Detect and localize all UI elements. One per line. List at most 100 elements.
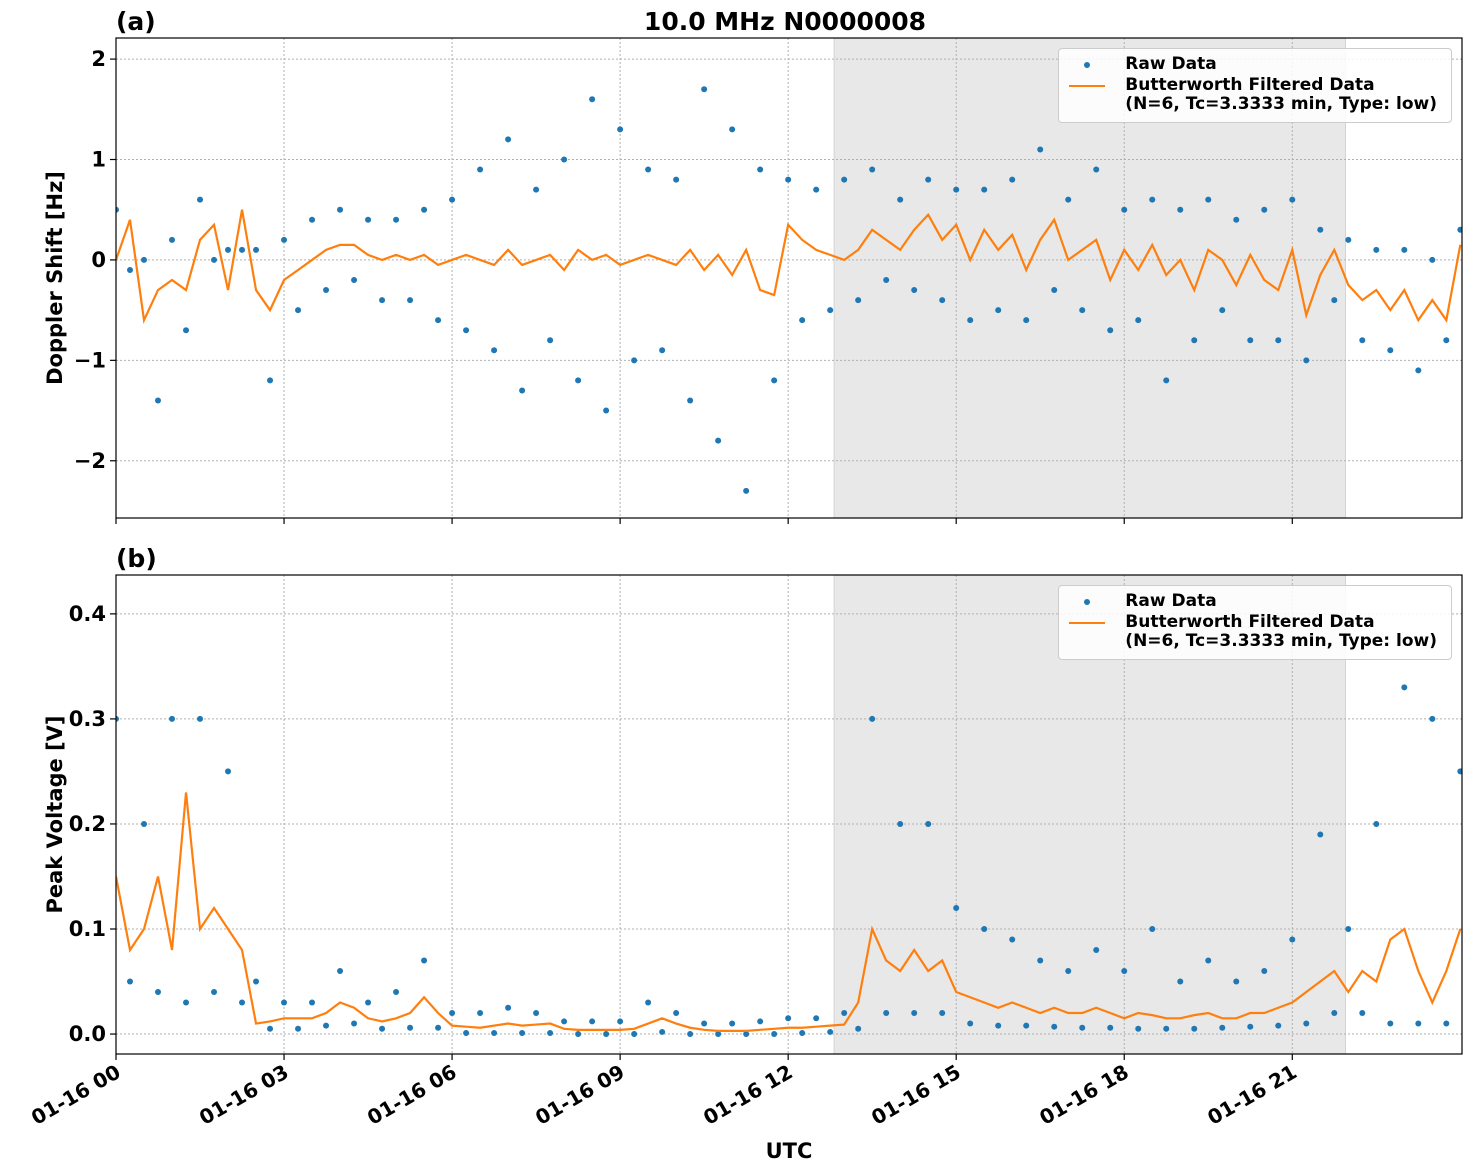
raw-point — [575, 377, 582, 384]
raw-point — [827, 307, 834, 314]
y-tick-label: 0.4 — [69, 602, 106, 626]
raw-point — [1121, 206, 1128, 213]
raw-point — [169, 715, 176, 722]
legend-label: Raw Data — [1125, 54, 1217, 74]
raw-point — [141, 820, 148, 827]
raw-point — [116, 715, 119, 722]
x-tick-label: 01-16 21 — [1203, 1060, 1301, 1130]
x-tick-label: 01-16 15 — [867, 1060, 965, 1130]
x-tick-label: 01-16 09 — [531, 1060, 629, 1130]
raw-point — [939, 297, 946, 304]
raw-point — [533, 1010, 540, 1017]
raw-point — [1289, 936, 1296, 943]
raw-point — [1219, 307, 1226, 314]
raw-point — [393, 989, 400, 996]
filtered-line — [116, 209, 1462, 325]
raw-point — [365, 999, 372, 1006]
raw-point — [1107, 1024, 1114, 1031]
panel-title: (b) — [116, 544, 157, 573]
raw-point — [925, 820, 932, 827]
raw-point — [519, 387, 526, 394]
raw-point — [1247, 1023, 1254, 1030]
legend-key — [1067, 592, 1107, 611]
raw-point — [785, 1015, 792, 1022]
raw-point — [1135, 1025, 1142, 1032]
raw-point — [1387, 1020, 1394, 1027]
legend-swatch — [1069, 85, 1106, 87]
y-tick-label: 2 — [91, 47, 106, 71]
raw-point — [603, 407, 610, 414]
raw-point — [323, 1022, 330, 1029]
raw-point — [1093, 166, 1100, 173]
raw-point — [911, 1010, 918, 1017]
x-tick-label: 01-16 12 — [699, 1060, 797, 1130]
raw-point — [841, 1010, 848, 1017]
panel-title: (a) — [116, 7, 156, 36]
raw-point — [1051, 287, 1058, 294]
y-axis-label: Peak Voltage [V] — [43, 715, 67, 913]
raw-point — [421, 206, 428, 213]
raw-point — [645, 166, 652, 173]
raw-point — [281, 236, 288, 243]
raw-point — [253, 978, 260, 985]
raw-point — [267, 1025, 274, 1032]
raw-point — [1401, 684, 1408, 691]
y-tick-label: 0.3 — [69, 707, 106, 731]
raw-point — [505, 136, 512, 143]
raw-point — [757, 1018, 764, 1025]
raw-point — [743, 1031, 750, 1038]
raw-point — [673, 1010, 680, 1017]
raw-point — [687, 1031, 694, 1038]
raw-point — [1065, 968, 1072, 975]
raw-point — [116, 206, 119, 213]
x-tick-label: 01-16 18 — [1035, 1060, 1133, 1130]
raw-point — [855, 1025, 862, 1032]
y-tick-label: 0.2 — [69, 812, 106, 836]
raw-point — [729, 126, 736, 133]
raw-point — [757, 166, 764, 173]
legend-swatch — [1084, 62, 1091, 68]
raw-point — [799, 1029, 806, 1036]
raw-point — [1121, 968, 1128, 975]
raw-point — [869, 166, 876, 173]
raw-point — [267, 377, 274, 384]
raw-point — [155, 397, 162, 404]
raw-point — [253, 246, 260, 253]
raw-point — [995, 307, 1002, 314]
raw-point — [309, 216, 316, 223]
raw-point — [477, 1010, 484, 1017]
raw-point — [127, 266, 134, 273]
raw-point — [659, 347, 666, 354]
raw-point — [785, 176, 792, 183]
raw-point — [197, 196, 204, 203]
y-axis-label: Doppler Shift [Hz] — [43, 171, 67, 385]
raw-point — [1275, 1022, 1282, 1029]
raw-point — [883, 1010, 890, 1017]
y-tick-label: −1 — [74, 348, 106, 372]
filtered-line — [116, 792, 1462, 1032]
raw-point — [1261, 968, 1268, 975]
raw-point — [981, 925, 988, 932]
legend-entry: Butterworth Filtered Data (N=6, Tc=3.333… — [1067, 613, 1437, 651]
raw-point — [1443, 337, 1450, 344]
legend-entry: Raw Data — [1067, 55, 1437, 74]
raw-point — [659, 1028, 666, 1035]
raw-point — [617, 126, 624, 133]
raw-point — [407, 1024, 414, 1031]
raw-point — [463, 1029, 470, 1036]
raw-point — [1177, 978, 1184, 985]
raw-point — [841, 176, 848, 183]
raw-point — [1443, 1020, 1450, 1027]
raw-point — [239, 999, 246, 1006]
raw-point — [309, 999, 316, 1006]
legend-swatch — [1084, 599, 1091, 605]
raw-point — [1163, 1025, 1170, 1032]
raw-point — [295, 307, 302, 314]
legend-entry: Butterworth Filtered Data (N=6, Tc=3.333… — [1067, 76, 1437, 114]
raw-point — [1205, 196, 1212, 203]
raw-point — [1135, 317, 1142, 324]
raw-point — [883, 277, 890, 284]
raw-point — [1317, 226, 1324, 233]
legend-entry: Raw Data — [1067, 592, 1437, 611]
raw-point — [1289, 196, 1296, 203]
